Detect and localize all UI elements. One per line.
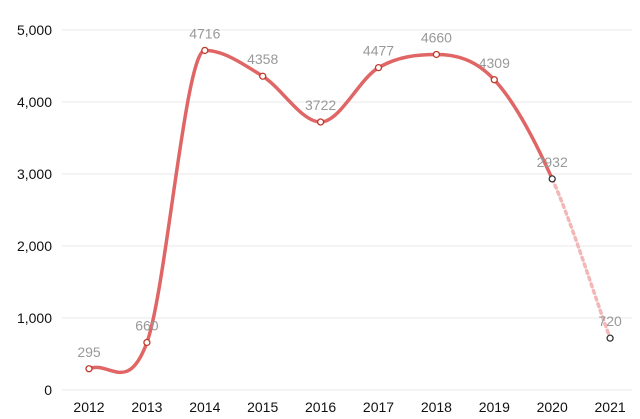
data-label: 720: [598, 313, 622, 329]
data-point-marker: [143, 338, 151, 347]
data-label: 3722: [305, 97, 336, 113]
data-label: 4358: [247, 51, 278, 67]
x-tick-label: 2018: [421, 399, 452, 415]
data-point-marker: [374, 64, 383, 72]
data-point-marker: [259, 72, 267, 80]
y-axis-ticks: 0 1,000 2,000 3,000 4,000 5,000: [17, 22, 52, 398]
x-axis-ticks: 2012 2013 2014 2015 2016 2017 2018 2019 2020 2021: [73, 399, 625, 415]
data-point-marker: [490, 76, 498, 84]
data-point-marker: [606, 334, 614, 342]
data-label: 4477: [363, 43, 394, 59]
data-point-marker: [201, 46, 209, 55]
data-label: 295: [77, 344, 101, 360]
data-label: 4716: [189, 25, 220, 41]
data-labels: 295 660 4716 4358 3722 4477 4660 4309 2932 720: [77, 25, 622, 359]
x-tick-label: 2015: [247, 399, 278, 415]
x-tick-label: 2020: [537, 399, 568, 415]
data-label: 4660: [421, 29, 452, 45]
data-point-marker: [548, 175, 556, 183]
series-line: [87, 48, 612, 375]
series-line-projected: [550, 177, 612, 340]
y-tick-label: 0: [44, 382, 52, 398]
y-tick-label: 1,000: [17, 310, 52, 326]
data-label: 660: [135, 317, 159, 333]
point-markers: [85, 46, 614, 373]
x-tick-label: 2021: [595, 399, 626, 415]
x-tick-label: 2012: [73, 399, 104, 415]
data-label: 4309: [479, 55, 510, 71]
y-tick-label: 5,000: [17, 22, 52, 38]
y-tick-label: 2,000: [17, 238, 52, 254]
y-tick-label: 4,000: [17, 94, 52, 110]
series-line-actual: [87, 48, 554, 375]
x-tick-label: 2013: [131, 399, 162, 415]
x-tick-label: 2019: [479, 399, 510, 415]
x-tick-label: 2016: [305, 399, 336, 415]
data-point-marker: [432, 50, 441, 59]
x-tick-label: 2014: [189, 399, 220, 415]
x-tick-label: 2017: [363, 399, 394, 415]
data-label: 2932: [537, 154, 568, 170]
y-tick-label: 3,000: [17, 166, 52, 182]
data-point-marker: [316, 118, 325, 126]
data-point-marker: [85, 365, 93, 373]
